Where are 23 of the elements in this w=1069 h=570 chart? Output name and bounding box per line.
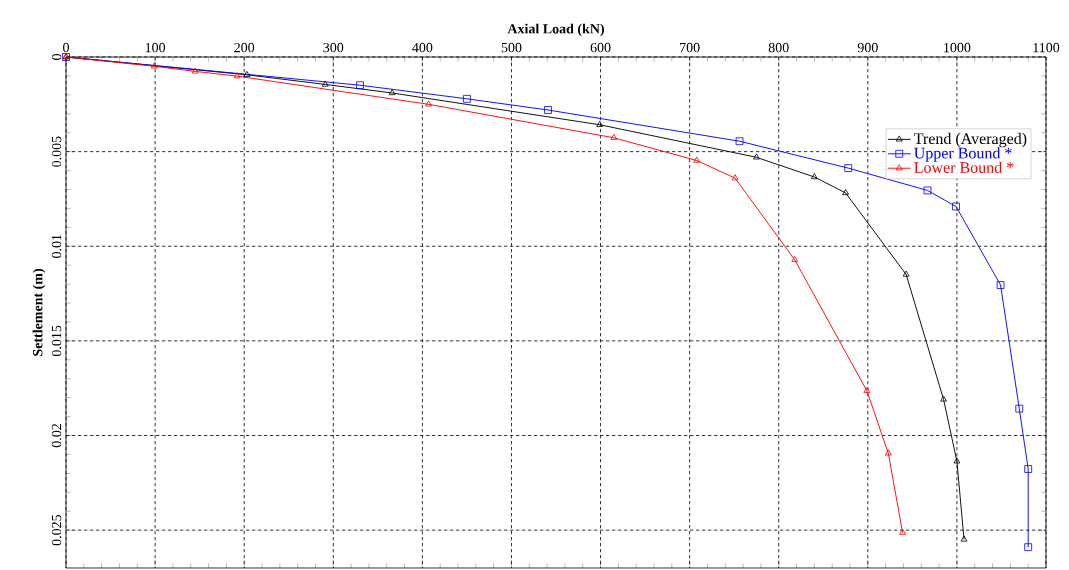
x-tick-label: 0 — [63, 42, 69, 53]
legend-label: Upper Bound * — [914, 147, 1012, 162]
x-axis-title: Axial Load (kN) — [507, 23, 604, 37]
y-axis-title: Settlement (m) — [32, 269, 46, 356]
x-tick-label: 400 — [412, 42, 433, 53]
legend-label: Trend (Averaged) — [914, 132, 1027, 148]
x-tick-label: 1100 — [1033, 42, 1060, 53]
legend-label: Lower Bound * — [914, 161, 1014, 173]
y-tick-label: 0 — [51, 54, 62, 60]
x-tick-label: 100 — [145, 42, 166, 53]
y-tick-label: 0.005 — [51, 136, 62, 167]
x-tick-label: 1000 — [944, 42, 971, 53]
x-tick-label: 800 — [768, 42, 789, 53]
y-tick-label: 0.02 — [51, 424, 62, 448]
y-tick-label: 0.015 — [51, 325, 62, 357]
x-tick-label: 500 — [501, 42, 522, 53]
x-tick-label: 300 — [323, 42, 344, 53]
x-tick-label: 900 — [857, 42, 878, 53]
y-tick-label: 0.01 — [51, 234, 62, 258]
x-tick-label: 700 — [680, 42, 700, 53]
x-tick-label: 600 — [590, 42, 611, 53]
x-tick-label: 200 — [234, 42, 255, 53]
y-tick-label: 0.025 — [51, 514, 62, 546]
